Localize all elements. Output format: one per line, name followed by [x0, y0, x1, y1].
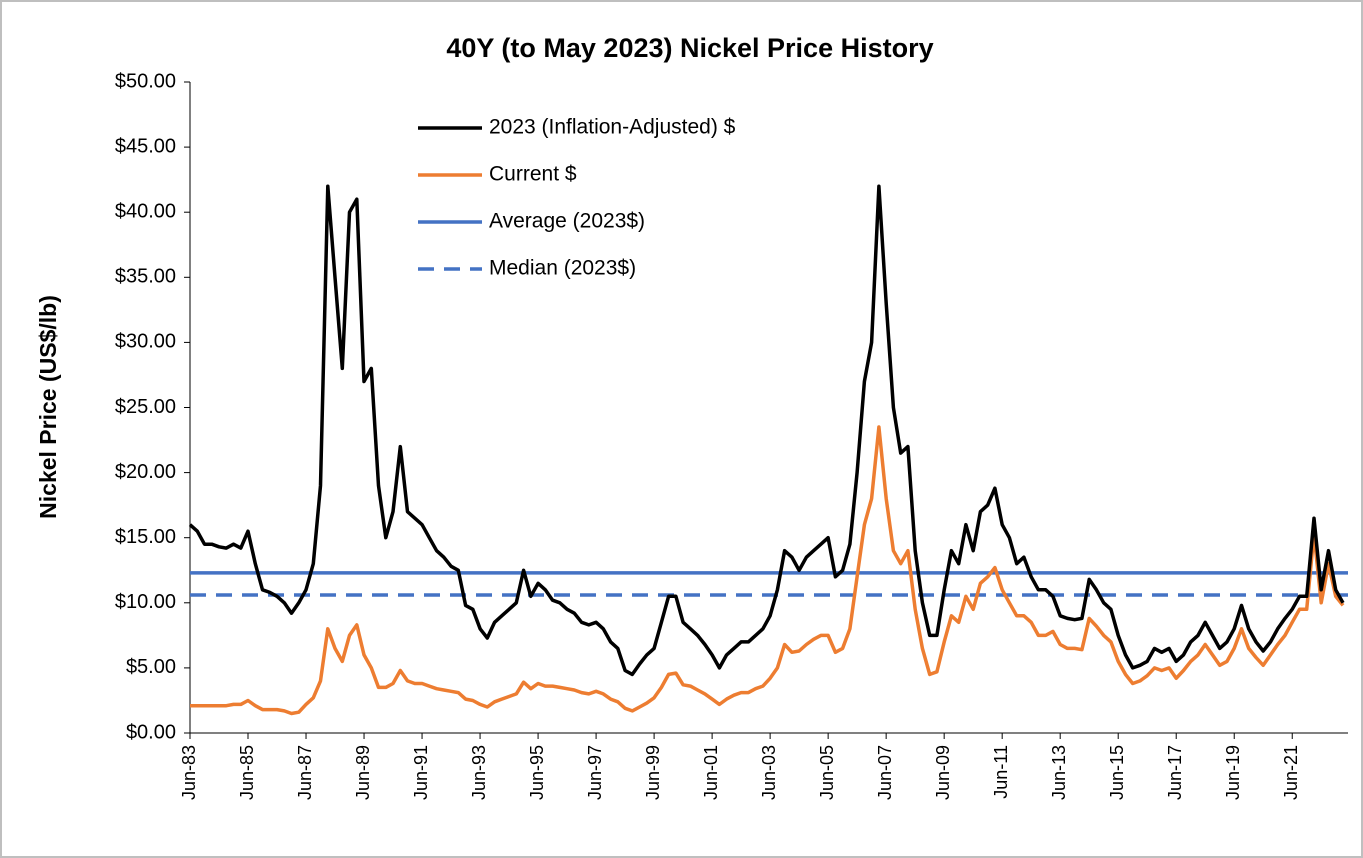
y-tick-label: $5.00	[126, 656, 176, 678]
x-tick-label: Jun-83	[179, 745, 199, 800]
x-tick-label: Jun-85	[237, 745, 257, 800]
x-tick-label: Jun-15	[1107, 745, 1127, 800]
y-tick-label: $0.00	[126, 721, 176, 743]
y-tick-label: $45.00	[115, 135, 176, 157]
x-tick-label: Jun-89	[353, 745, 373, 800]
series-line	[190, 425, 1345, 716]
x-tick-label: Jun-17	[1165, 745, 1185, 800]
x-tick-label: Jun-11	[991, 745, 1011, 799]
legend-label: 2023 (Inflation-Adjusted) $	[489, 116, 736, 139]
legend-label: Average (2023$)	[489, 210, 645, 233]
legend-label: Current $	[489, 163, 577, 186]
x-tick-label: Jun-03	[759, 745, 779, 800]
x-tick-label: Jun-05	[817, 745, 837, 800]
x-tick-label: Jun-09	[933, 745, 953, 800]
x-tick-label: Jun-21	[1281, 745, 1301, 800]
y-tick-label: $25.00	[115, 396, 176, 418]
x-tick-label: Jun-93	[469, 745, 489, 800]
series-line	[188, 184, 1345, 677]
y-tick-label: $35.00	[115, 266, 176, 288]
legend-label: Median (2023$)	[489, 257, 636, 280]
y-axis-label: Nickel Price (US$/lb)	[35, 295, 61, 519]
x-tick-label: Jun-13	[1049, 745, 1069, 800]
y-tick-label: $20.00	[115, 461, 176, 483]
x-tick-label: Jun-95	[527, 745, 547, 800]
x-tick-label: Jun-99	[643, 745, 663, 800]
x-tick-label: Jun-07	[875, 745, 895, 800]
x-tick-label: Jun-01	[701, 745, 721, 800]
x-tick-label: Jun-19	[1223, 745, 1243, 800]
y-tick-label: $15.00	[115, 526, 176, 548]
y-tick-label: $30.00	[115, 331, 176, 353]
chart-title: 40Y (to May 2023) Nickel Price History	[446, 33, 933, 63]
x-tick-label: Jun-97	[585, 745, 605, 800]
y-tick-label: $10.00	[115, 591, 176, 613]
x-tick-label: Jun-87	[295, 745, 315, 800]
y-tick-label: $50.00	[115, 70, 176, 92]
y-tick-label: $40.00	[115, 200, 176, 222]
x-tick-label: Jun-91	[411, 745, 431, 800]
